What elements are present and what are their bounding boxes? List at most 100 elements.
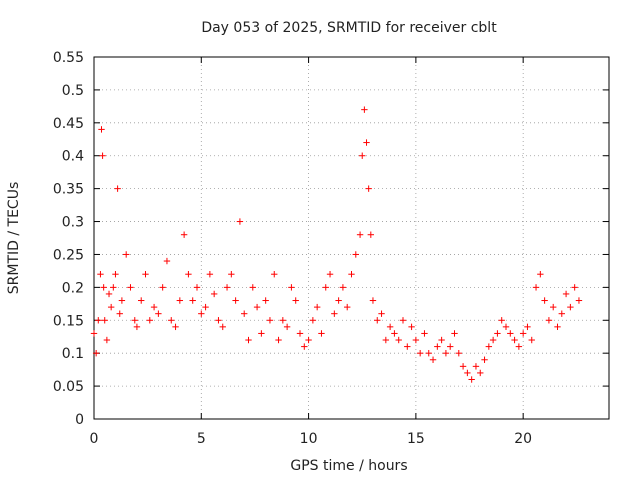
data-point: [262, 297, 269, 304]
data-point: [253, 303, 261, 311]
data-point: [434, 343, 441, 350]
data-point: [271, 271, 278, 278]
data-point: [408, 323, 415, 331]
data-point: [331, 310, 338, 317]
data-point: [477, 369, 484, 377]
y-tick-label: 0: [75, 412, 84, 428]
data-point: [412, 336, 420, 344]
data-point: [133, 323, 141, 331]
data-point: [537, 271, 544, 278]
data-point: [425, 349, 432, 357]
data-point: [99, 152, 106, 159]
data-point: [344, 303, 351, 311]
data-point: [116, 310, 123, 317]
data-point: [382, 336, 390, 344]
data-point: [489, 336, 497, 344]
data-point: [322, 284, 329, 291]
data-point: [279, 317, 287, 324]
data-point: [189, 297, 196, 304]
data-point: [348, 271, 355, 278]
data-point: [114, 185, 121, 192]
y-tick-label: 0.2: [62, 280, 84, 296]
data-point: [575, 297, 583, 304]
data-point: [97, 271, 104, 278]
data-point: [309, 317, 317, 324]
data-point: [215, 317, 222, 324]
data-point: [305, 336, 312, 344]
data-point: [223, 284, 231, 291]
data-point: [369, 297, 377, 304]
data-point: [395, 336, 402, 344]
data-point: [245, 336, 252, 344]
data-point: [386, 323, 394, 331]
data-point: [562, 290, 570, 298]
data-point: [367, 231, 375, 238]
data-point: [127, 284, 134, 291]
data-point: [554, 323, 561, 331]
data-point: [498, 317, 505, 324]
data-point: [292, 297, 299, 304]
data-point: [168, 317, 175, 324]
data-point: [361, 106, 368, 113]
x-tick-label: 15: [407, 431, 425, 447]
data-point: [404, 343, 411, 350]
data-point: [206, 271, 214, 278]
data-point: [363, 139, 370, 146]
x-tick-label: 10: [300, 431, 318, 447]
grid-lines: [94, 57, 609, 419]
data-point: [468, 376, 475, 383]
data-point: [567, 303, 574, 311]
x-tick-label: 0: [90, 431, 99, 447]
data-point: [232, 297, 239, 304]
data-point: [545, 317, 553, 324]
data-point: [296, 330, 304, 337]
data-point: [301, 343, 308, 350]
data-point: [447, 343, 454, 350]
data-point: [558, 310, 565, 317]
data-point: [155, 310, 162, 317]
data-points: [90, 106, 583, 383]
data-point: [122, 251, 130, 258]
data-point: [266, 317, 274, 324]
data-point: [107, 303, 115, 311]
data-point: [103, 336, 111, 344]
data-point: [399, 317, 407, 324]
y-tick-label: 0.05: [53, 379, 84, 395]
data-point: [92, 349, 100, 357]
data-point: [481, 356, 488, 363]
data-point: [172, 323, 179, 331]
data-point: [352, 251, 359, 258]
data-point: [359, 152, 366, 159]
data-point: [313, 303, 321, 311]
data-point: [100, 284, 107, 291]
y-tick-label: 0.35: [53, 182, 84, 198]
y-tick-label: 0.3: [62, 215, 84, 231]
axis-ticks: 0 0.05 0.1 0.15 0.2 0.25 0.3 0.35 0.4 0.45 0.5 0.55…: [53, 50, 609, 447]
data-point: [241, 310, 248, 317]
data-point: [202, 303, 209, 311]
data-point: [502, 323, 510, 331]
data-point: [110, 284, 117, 291]
data-point: [365, 185, 372, 192]
data-point: [511, 336, 518, 344]
data-point: [459, 363, 467, 370]
data-point: [236, 218, 244, 225]
data-point: [258, 330, 265, 337]
data-point: [98, 126, 105, 133]
plot-frame: [93, 56, 610, 420]
data-point: [142, 271, 149, 278]
chart-title: Day 053 of 2025, SRMTID for receiver cbl…: [201, 20, 497, 36]
data-point: [378, 310, 385, 317]
data-point: [118, 297, 126, 304]
data-point: [318, 330, 325, 337]
data-point: [541, 297, 548, 304]
data-point: [451, 330, 458, 337]
data-point: [442, 349, 450, 357]
data-point: [472, 363, 480, 370]
data-point: [421, 330, 428, 337]
x-axis-label: GPS time / hours: [290, 458, 407, 474]
data-point: [185, 271, 192, 278]
data-point: [283, 323, 291, 331]
x-tick-label: 20: [514, 431, 532, 447]
